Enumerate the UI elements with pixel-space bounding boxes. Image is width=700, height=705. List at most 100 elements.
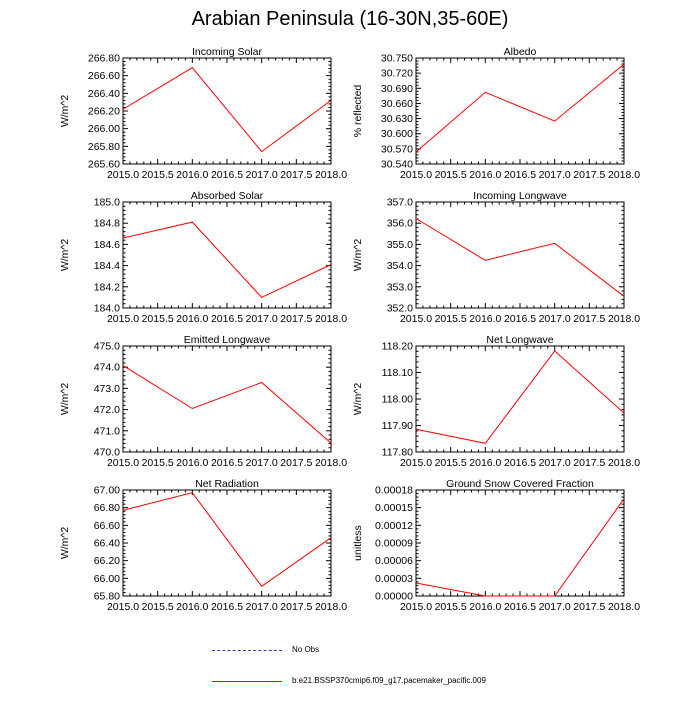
x-tick-label: 2015.0 xyxy=(107,313,139,325)
y-axis-label: W/m^2 xyxy=(59,239,71,272)
x-tick-label: 2016.0 xyxy=(469,169,501,181)
x-tick-label: 2017.0 xyxy=(539,169,571,181)
plot-frame xyxy=(122,201,332,309)
x-tick-label: 2016.0 xyxy=(176,169,208,181)
y-tick-label: 30.540 xyxy=(381,159,413,171)
y-tick-label: 30.750 xyxy=(381,53,413,65)
y-tick-label: 265.80 xyxy=(88,141,120,153)
x-tick-label: 2018.0 xyxy=(608,457,640,469)
y-tick-label: 67.00 xyxy=(94,485,120,497)
x-tick-label: 2015.0 xyxy=(400,601,432,613)
x-tick-label: 2018.0 xyxy=(608,169,640,181)
x-tick-label: 2018.0 xyxy=(315,601,347,613)
series-line-1 xyxy=(122,221,332,299)
y-tick-label: 184.2 xyxy=(94,281,120,293)
y-tick-label: 473.0 xyxy=(94,383,120,395)
y-tick-label: 184.0 xyxy=(94,303,120,315)
panel-title: Incoming Solar xyxy=(192,46,263,58)
y-tick-label: 475.0 xyxy=(94,341,120,353)
x-tick-label: 2017.5 xyxy=(573,601,605,613)
y-tick-label: 0.00015 xyxy=(375,502,413,514)
y-tick-label: 65.80 xyxy=(94,591,120,603)
y-axis-label: W/m^2 xyxy=(352,239,364,272)
panel-title: Emitted Longwave xyxy=(184,334,271,346)
y-tick-label: 30.690 xyxy=(381,83,413,95)
y-tick-label: 117.90 xyxy=(382,420,413,432)
y-tick-label: 118.10 xyxy=(382,367,413,379)
x-tick-label: 2017.5 xyxy=(280,313,312,325)
x-tick-label: 2017.0 xyxy=(246,313,278,325)
x-tick-label: 2015.0 xyxy=(400,169,432,181)
x-tick-label: 2016.5 xyxy=(211,313,243,325)
y-axis-label: unitless xyxy=(352,525,364,561)
panel-title: Incoming Longwave xyxy=(473,190,567,202)
y-tick-label: 471.0 xyxy=(94,425,120,437)
x-tick-label: 2015.5 xyxy=(435,457,467,469)
panel-title: Albedo xyxy=(504,46,537,58)
x-tick-label: 2015.0 xyxy=(400,313,432,325)
panel-title: Absorbed Solar xyxy=(191,190,264,202)
y-tick-label: 30.660 xyxy=(381,98,413,110)
panel-title: Ground Snow Covered Fraction xyxy=(446,478,594,490)
plot-frame xyxy=(415,345,625,453)
y-axis-label: W/m^2 xyxy=(352,383,364,416)
series-line-1 xyxy=(415,350,625,444)
y-tick-label: 118.20 xyxy=(382,341,413,353)
plot-frame xyxy=(415,201,625,309)
y-tick-label: 66.40 xyxy=(94,538,120,550)
y-tick-label: 66.00 xyxy=(94,573,120,585)
y-tick-label: 354.0 xyxy=(387,260,413,272)
x-tick-label: 2015.5 xyxy=(142,601,174,613)
panel-8: Ground Snow Covered Fraction unitless 2015… xyxy=(352,478,640,613)
y-axis-label: % reflected xyxy=(352,85,364,138)
y-tick-label: 30.720 xyxy=(381,68,413,80)
panel-title: Net Longwave xyxy=(486,334,553,346)
panel-7: Net Radiation W/m^2 2015.0 2015.5 2016.0 2016… xyxy=(59,478,347,613)
x-tick-label: 2017.5 xyxy=(573,169,605,181)
x-tick-label: 2017.0 xyxy=(539,601,571,613)
x-tick-label: 2016.0 xyxy=(469,313,501,325)
x-tick-label: 2015.0 xyxy=(107,169,139,181)
figure-title: Arabian Peninsula (16-30N,35-60E) xyxy=(191,8,509,30)
x-tick-label: 2015.0 xyxy=(107,457,139,469)
y-axis-label: W/m^2 xyxy=(59,383,71,416)
series-line-1 xyxy=(415,218,625,297)
x-tick-label: 2018.0 xyxy=(608,313,640,325)
x-tick-label: 2016.0 xyxy=(469,601,501,613)
x-tick-label: 2016.5 xyxy=(504,313,536,325)
x-tick-label: 2017.0 xyxy=(539,457,571,469)
series-line-1 xyxy=(122,365,332,444)
y-tick-label: 30.600 xyxy=(381,128,413,140)
plot-frame xyxy=(122,345,332,453)
x-tick-label: 2015.5 xyxy=(435,169,467,181)
x-tick-label: 2018.0 xyxy=(315,457,347,469)
y-tick-label: 66.60 xyxy=(94,520,120,532)
panel-title: Net Radiation xyxy=(195,478,259,490)
y-tick-label: 66.20 xyxy=(94,555,120,567)
x-tick-label: 2017.0 xyxy=(246,601,278,613)
series-line-1 xyxy=(415,498,625,597)
y-tick-label: 184.6 xyxy=(94,239,120,251)
x-tick-label: 2015.5 xyxy=(142,169,174,181)
y-tick-label: 184.4 xyxy=(94,260,120,272)
y-tick-label: 184.8 xyxy=(94,218,120,230)
y-tick-label: 0.00012 xyxy=(375,520,413,532)
x-tick-label: 2015.5 xyxy=(435,601,467,613)
x-tick-label: 2017.0 xyxy=(246,457,278,469)
plot-frame xyxy=(122,489,332,597)
x-tick-label: 2016.0 xyxy=(469,457,501,469)
series-line-1 xyxy=(415,63,625,153)
y-axis-label: W/m^2 xyxy=(59,527,71,560)
y-tick-label: 266.40 xyxy=(88,88,120,100)
y-tick-label: 355.0 xyxy=(387,239,413,251)
x-tick-label: 2018.0 xyxy=(608,601,640,613)
y-tick-label: 117.80 xyxy=(382,447,413,459)
x-tick-label: 2017.5 xyxy=(573,457,605,469)
y-tick-label: 185.0 xyxy=(94,197,120,209)
y-tick-label: 118.00 xyxy=(382,394,413,406)
y-tick-label: 266.60 xyxy=(88,70,120,82)
y-tick-label: 470.0 xyxy=(94,447,120,459)
